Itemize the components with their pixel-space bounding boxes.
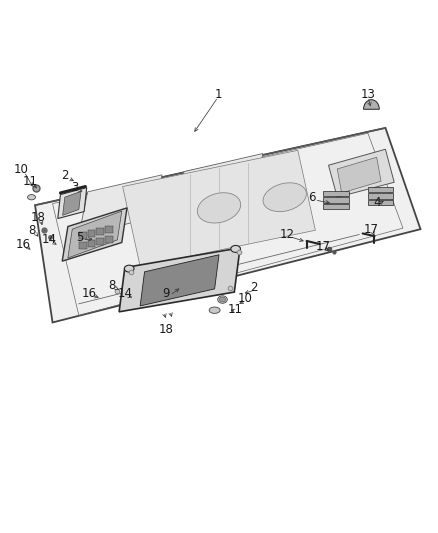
Ellipse shape [198,193,240,223]
Text: 16: 16 [16,238,31,251]
Bar [88,240,95,247]
Bar [88,230,95,237]
Text: 5: 5 [76,231,83,244]
Bar [79,242,87,249]
Ellipse shape [209,307,220,313]
Polygon shape [79,175,162,236]
Text: 12: 12 [279,228,294,241]
Polygon shape [63,191,81,215]
Polygon shape [328,149,394,197]
Text: 3: 3 [72,181,79,194]
Bar [79,232,87,239]
Ellipse shape [231,245,240,253]
Bar [105,236,113,243]
Bar [368,193,393,199]
Text: 17: 17 [316,240,331,253]
Bar [323,191,349,196]
Bar [368,187,393,192]
Text: 18: 18 [30,211,45,224]
Text: 6: 6 [308,191,316,204]
Bar [96,238,104,245]
Ellipse shape [263,183,306,212]
Text: 13: 13 [360,88,375,101]
Text: 16: 16 [81,287,96,300]
Text: 8: 8 [108,279,115,292]
Bar [96,228,104,235]
Ellipse shape [218,296,227,303]
Polygon shape [140,255,219,306]
Polygon shape [68,211,122,258]
Polygon shape [62,208,127,261]
Text: 10: 10 [238,292,253,305]
Text: 11: 11 [22,175,37,188]
Text: 2: 2 [61,169,69,182]
Text: 4: 4 [374,196,381,209]
Bar [105,226,113,233]
Ellipse shape [219,297,226,302]
Polygon shape [119,248,240,312]
Bar [323,204,349,209]
Polygon shape [123,150,315,266]
Polygon shape [35,128,420,322]
Polygon shape [175,154,263,216]
Text: 18: 18 [159,323,174,336]
Text: 8: 8 [29,224,36,237]
Text: 14: 14 [42,233,57,246]
Wedge shape [364,100,379,109]
Text: 1: 1 [214,88,222,101]
Ellipse shape [28,195,35,200]
Polygon shape [337,157,381,193]
Text: 2: 2 [250,281,258,294]
Bar [368,200,393,205]
Text: 10: 10 [14,163,28,176]
Text: 11: 11 [228,303,243,316]
Bar [323,197,349,203]
Text: 17: 17 [364,223,379,236]
Text: 14: 14 [117,287,132,300]
Text: 9: 9 [162,287,170,300]
Polygon shape [58,188,87,219]
Ellipse shape [124,265,134,272]
